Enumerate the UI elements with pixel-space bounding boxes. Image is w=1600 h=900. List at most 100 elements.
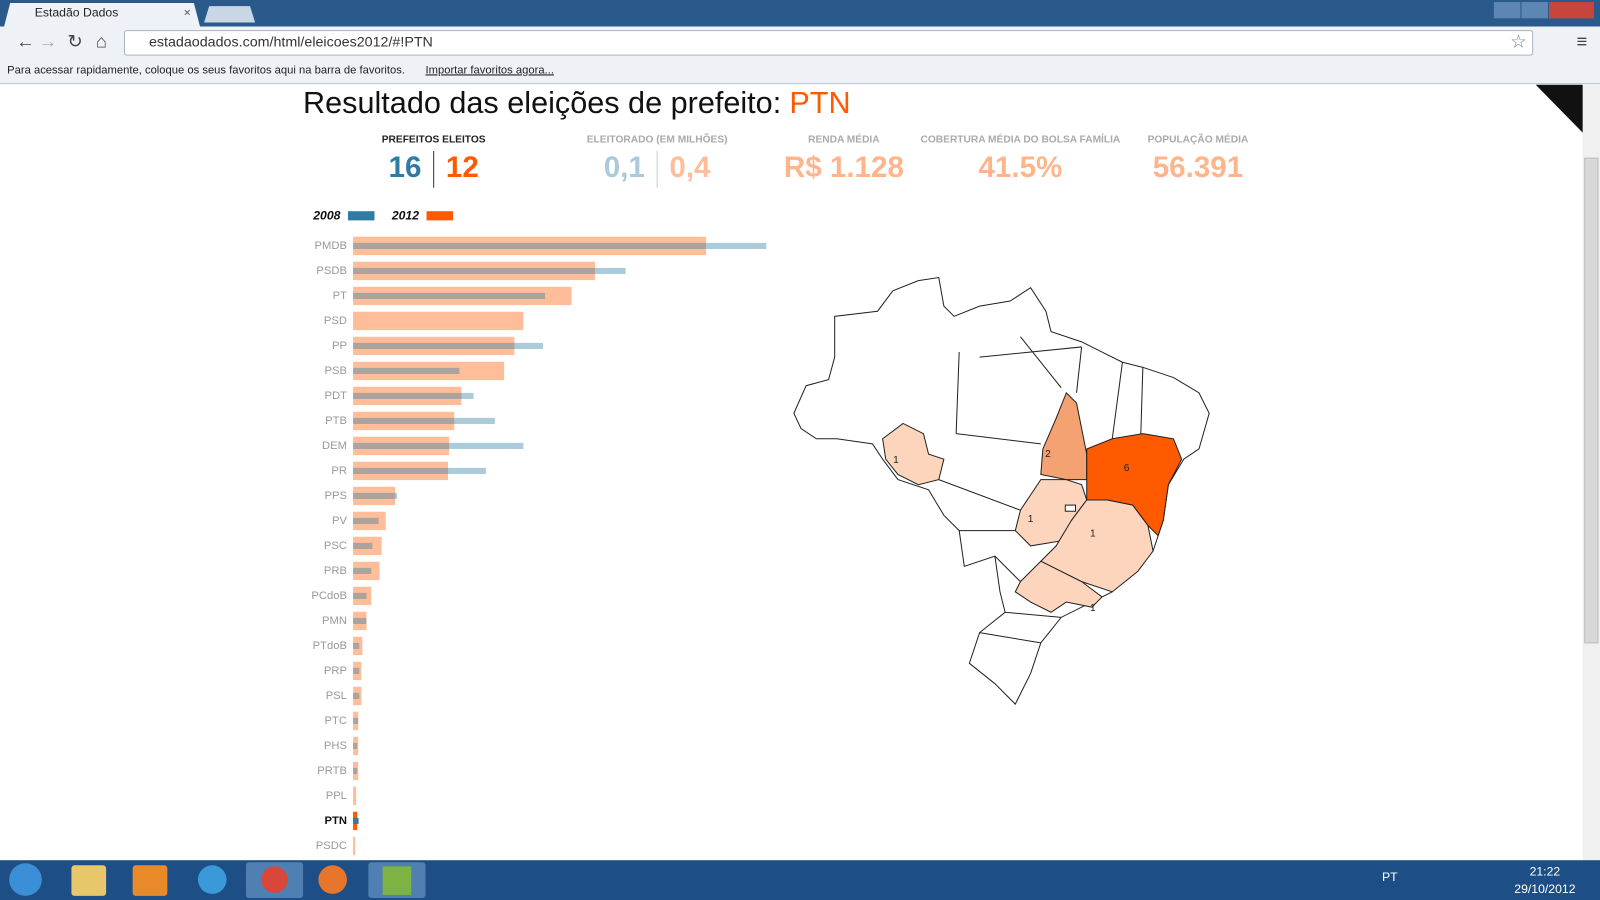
forward-button[interactable]: → — [39, 31, 57, 52]
bar — [353, 492, 398, 499]
bar — [353, 536, 382, 556]
map-label: 1 — [1090, 528, 1096, 539]
bar — [353, 267, 626, 274]
bar — [353, 817, 359, 824]
map-label: 6 — [1124, 463, 1130, 474]
bar — [353, 342, 544, 349]
bar — [353, 642, 360, 649]
app-icon — [382, 866, 412, 895]
bar — [353, 736, 359, 756]
bar — [353, 236, 707, 256]
category-label: PMN — [322, 615, 347, 627]
stat-value: 12 — [446, 151, 479, 184]
bar — [353, 517, 379, 524]
firefox-icon[interactable] — [318, 865, 347, 894]
bar — [353, 542, 373, 549]
map-label: 2 — [1045, 449, 1051, 460]
state-to[interactable] — [1040, 391, 1088, 481]
legend-swatch — [347, 211, 375, 221]
category-label: DEM — [322, 440, 347, 452]
bar — [353, 761, 359, 781]
page-title: Resultado das eleições de prefeito: PTN — [303, 86, 851, 120]
state-sp[interactable] — [1014, 560, 1103, 613]
bar — [353, 367, 460, 374]
category-label: PRTB — [317, 765, 347, 777]
state-mg[interactable] — [1039, 499, 1154, 593]
category-label: PRB — [324, 565, 347, 577]
brazil-map — [793, 276, 1210, 705]
bookmark-star[interactable]: ☆ — [1510, 31, 1526, 52]
address-bar[interactable] — [123, 30, 1534, 56]
stat-label: COBERTURA MÉDIA DO BOLSA FAMÍLIA — [921, 132, 1121, 145]
state-ro[interactable] — [882, 422, 945, 486]
new-tab[interactable] — [204, 6, 256, 23]
chrome-icon — [261, 866, 288, 893]
category-label: PTN — [325, 815, 347, 827]
category-label: PCdoB — [311, 590, 347, 602]
bookmarks-hint: Para acessar rapidamente, coloque os seu… — [7, 64, 405, 76]
category-label: PTB — [325, 415, 347, 427]
legend-swatch — [426, 211, 454, 221]
close-window[interactable] — [1548, 2, 1594, 19]
bar — [353, 567, 372, 574]
back-button[interactable]: ← — [16, 31, 34, 52]
bar — [353, 467, 486, 474]
tab[interactable] — [4, 3, 200, 27]
bar — [353, 686, 362, 706]
bar — [353, 742, 358, 749]
bar — [353, 461, 449, 481]
explorer-icon[interactable] — [71, 865, 107, 896]
party-name: PTN — [789, 86, 850, 120]
bar — [353, 561, 380, 581]
state-borders — [938, 336, 1144, 644]
category-label: PRP — [324, 665, 347, 677]
bar — [353, 442, 524, 449]
reload-button[interactable]: ↻ — [67, 31, 82, 52]
stat-value: 56.391 — [1153, 151, 1243, 184]
tab-title: Estadão Dados — [35, 5, 119, 19]
bar — [353, 392, 474, 399]
tab-close[interactable]: × — [184, 5, 191, 19]
scrollbar-thumb[interactable] — [1584, 157, 1599, 644]
bar — [353, 586, 372, 606]
bar-chart: 2008 2012PMDBPSDBPTPSDPPPSBPDTPTBDEMPRPPS… — [311, 209, 767, 856]
url: estadaodados.com/html/eleicoes2012/#!PTN — [149, 35, 433, 51]
stat-label: POPULAÇÃO MÉDIA — [1148, 132, 1249, 145]
media-icon[interactable] — [132, 865, 168, 896]
state-df[interactable] — [1064, 504, 1077, 512]
category-label: PMDB — [315, 240, 347, 252]
language[interactable]: PT — [1382, 870, 1398, 884]
minimize[interactable] — [1493, 2, 1521, 19]
category-label: PSD — [324, 315, 347, 327]
bar — [353, 711, 359, 731]
bar — [353, 361, 505, 381]
bar — [353, 436, 450, 456]
taskbar — [0, 860, 1600, 900]
category-label: PSC — [324, 540, 347, 552]
bar — [353, 786, 357, 806]
bar — [353, 261, 595, 281]
category-label: PSDB — [316, 265, 347, 277]
start-button[interactable] — [9, 863, 42, 896]
bar — [353, 486, 396, 506]
bookmarks-link[interactable]: Importar favoritos agora... — [426, 64, 554, 76]
menu-button[interactable]: ≡ — [1577, 31, 1588, 52]
category-label: PP — [332, 340, 347, 352]
category-label: PTC — [325, 715, 347, 727]
ie-icon[interactable] — [197, 865, 227, 894]
stat-value: 0,4 — [669, 151, 711, 184]
bar — [353, 417, 495, 424]
bar — [353, 617, 367, 624]
bar — [353, 336, 515, 356]
bar — [353, 292, 546, 299]
maximize[interactable] — [1521, 2, 1548, 19]
bar — [353, 836, 356, 856]
stats: PREFEITOS ELEITOS 16 12 ELEITORADO (EM MILH… — [382, 132, 1249, 188]
map-label: 1 — [1090, 603, 1096, 614]
home-button[interactable]: ⌂ — [96, 31, 107, 52]
category-label: PHS — [324, 740, 347, 752]
bar — [353, 592, 367, 599]
